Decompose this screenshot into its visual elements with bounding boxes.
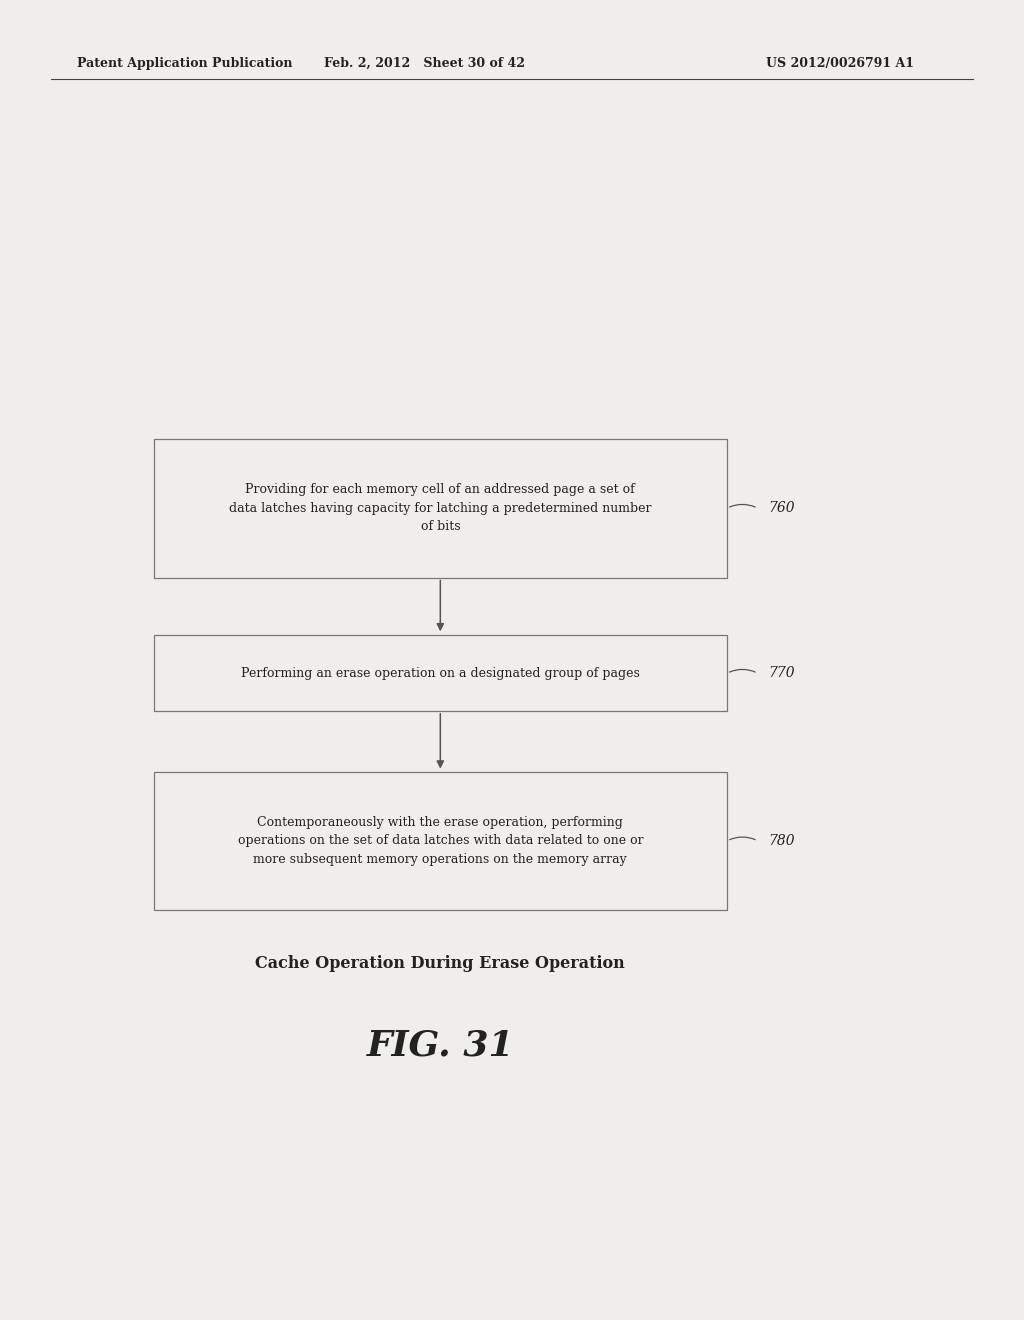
Text: US 2012/0026791 A1: US 2012/0026791 A1 bbox=[766, 57, 913, 70]
Text: 770: 770 bbox=[768, 667, 795, 680]
Text: Contemporaneously with the erase operation, performing
operations on the set of : Contemporaneously with the erase operati… bbox=[238, 816, 643, 866]
Text: Patent Application Publication: Patent Application Publication bbox=[77, 57, 292, 70]
Text: Cache Operation During Erase Operation: Cache Operation During Erase Operation bbox=[255, 956, 626, 972]
Text: 780: 780 bbox=[768, 834, 795, 847]
FancyBboxPatch shape bbox=[154, 438, 727, 578]
Text: 760: 760 bbox=[768, 502, 795, 515]
FancyBboxPatch shape bbox=[154, 771, 727, 911]
Text: Providing for each memory cell of an addressed page a set of
data latches having: Providing for each memory cell of an add… bbox=[229, 483, 651, 533]
FancyBboxPatch shape bbox=[154, 635, 727, 711]
Text: Performing an erase operation on a designated group of pages: Performing an erase operation on a desig… bbox=[241, 667, 640, 680]
Text: FIG. 31: FIG. 31 bbox=[367, 1028, 514, 1063]
Text: Feb. 2, 2012   Sheet 30 of 42: Feb. 2, 2012 Sheet 30 of 42 bbox=[325, 57, 525, 70]
